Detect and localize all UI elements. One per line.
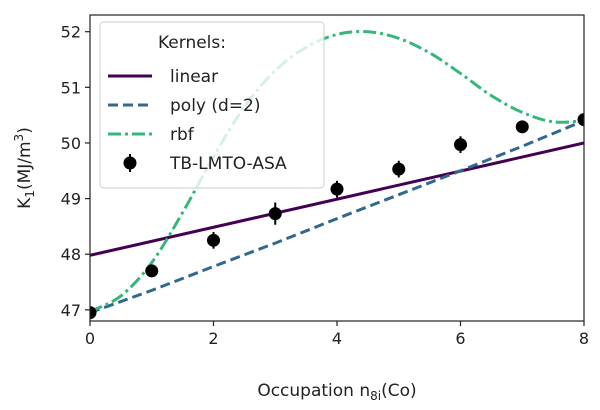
data-point-tb-lmto-asa (268, 207, 282, 221)
legend-title: Kernels: (158, 33, 226, 53)
x-axis-label-sub: 8i (370, 389, 381, 403)
x-axis-label-tail: (Co) (381, 381, 417, 401)
data-point-tb-lmto-asa (515, 120, 529, 134)
x-tick-label: 4 (332, 329, 342, 348)
y-axis-label-end: ) (15, 127, 35, 134)
y-axis-label-tail: (MJ/m (15, 141, 35, 190)
y-axis-label-sup: 3 (12, 134, 26, 142)
legend-label-poly-d-2: poly (d=2) (170, 96, 261, 116)
legend-label-rbf: rbf (170, 125, 195, 145)
y-tick-label: 47 (61, 301, 81, 320)
series-line-linear (90, 141, 584, 257)
data-point-tb-lmto-asa (207, 233, 220, 247)
legend-label-tb-lmto-asa: TB-LMTO-ASA (169, 154, 287, 174)
series-line-rbf (90, 29, 584, 313)
y-axis-label-sub: 1 (23, 190, 37, 198)
x-axis-label-main: Occupation n (257, 381, 370, 401)
legend-items: linear poly (d=2) rbf TB-LMTO-ASA (108, 67, 287, 174)
legend-box (99, 21, 325, 189)
data-point-tb-lmto-asa (392, 162, 406, 176)
y-tick-label: 51 (61, 78, 81, 97)
data-point-tb-lmto-asa (577, 113, 584, 127)
data-point-tb-lmto-asa (145, 264, 159, 278)
x-axis-label: Occupation n8i(Co) (257, 381, 416, 403)
data-point-tb-lmto-asa (90, 306, 97, 320)
data-point-tb-lmto-asa (454, 138, 467, 152)
y-tick-label: 49 (61, 190, 81, 209)
legend-marker-tb-lmto-asa (123, 156, 137, 170)
x-tick-label: 6 (455, 329, 465, 348)
plot-frame (89, 14, 585, 322)
data-point-tb-lmto-asa (330, 182, 344, 196)
legend: Kernels: linear poly (d=2) rbf TB-LMTO-ASA (99, 21, 325, 189)
legend-label-linear: linear (170, 67, 218, 87)
y-tick-label: 48 (61, 245, 81, 264)
y-tick-label: 50 (61, 134, 81, 153)
x-tick-label: 0 (85, 329, 95, 348)
series-line-poly-d-2 (90, 119, 584, 315)
x-tick-label: 8 (579, 329, 589, 348)
y-tick-label: 52 (61, 23, 81, 42)
series-layer (90, 29, 584, 320)
y-axis-label: K1(MJ/m3) (12, 127, 37, 209)
y-axis-label-main: K (15, 197, 35, 209)
x-tick-label: 2 (208, 329, 218, 348)
ticks-layer: 0 2 4 6 8 47 48 49 50 51 52 (61, 23, 589, 348)
